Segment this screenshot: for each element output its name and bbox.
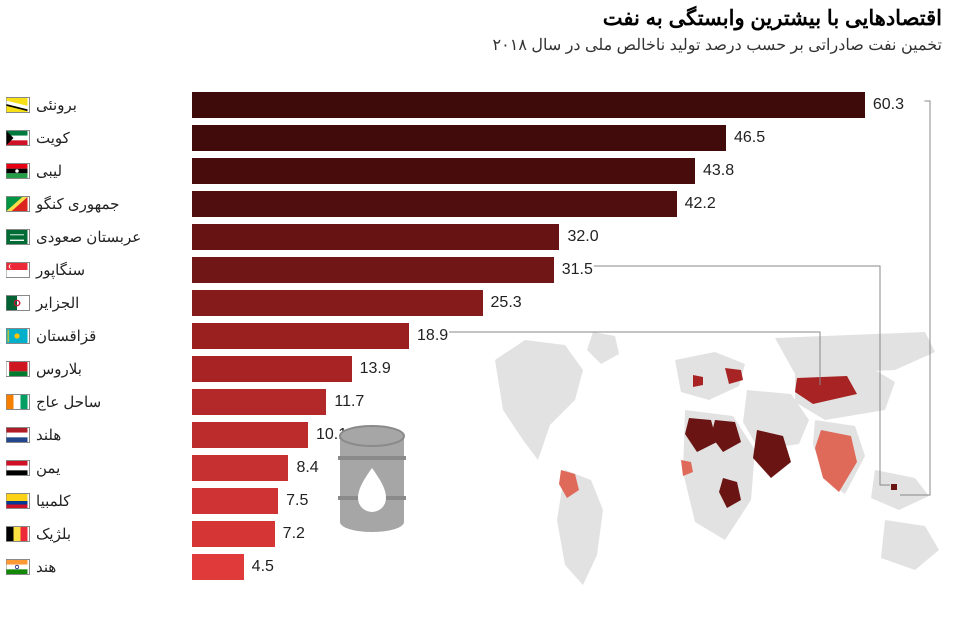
bar-track: 43.8 (192, 158, 904, 184)
chart-title: اقتصادهایی با بیشترین وابستگی به نفت (493, 6, 942, 31)
bar (192, 554, 244, 580)
flag-icon (6, 526, 30, 542)
chart-row: عربستان صعودی 32.0 (0, 220, 960, 253)
flag-icon (6, 460, 30, 476)
flag-icon (6, 328, 30, 344)
bar (192, 290, 483, 316)
bar (192, 191, 677, 217)
bar (192, 92, 865, 118)
country-label: کویت (36, 129, 70, 147)
flag-icon (6, 394, 30, 410)
row-label-area: قزاقستان (6, 327, 156, 345)
bar (192, 323, 409, 349)
country-label: جمهوری کنگو (36, 195, 119, 213)
country-label: عربستان صعودی (36, 228, 141, 246)
country-label: سنگاپور (36, 261, 85, 279)
row-label-area: بلژیک (6, 525, 156, 543)
country-label: یمن (36, 459, 60, 477)
bar-value: 7.5 (286, 492, 308, 510)
bar-value: 11.7 (334, 393, 364, 411)
bar-value: 31.5 (562, 261, 593, 279)
flag-icon (6, 196, 30, 212)
bar-track: 25.3 (192, 290, 904, 316)
row-label-area: هند (6, 558, 156, 576)
bar (192, 422, 308, 448)
row-label-area: کلمبیا (6, 492, 156, 510)
bar (192, 356, 352, 382)
bar-value: 42.2 (685, 195, 716, 213)
country-label: کلمبیا (36, 492, 70, 510)
flag-icon (6, 97, 30, 113)
country-label: لیبی (36, 162, 62, 180)
country-label: الجزایر (36, 294, 79, 312)
row-label-area: عربستان صعودی (6, 228, 156, 246)
bar-value: 25.3 (491, 294, 522, 312)
bar (192, 224, 559, 250)
chart-row: سنگاپور 31.5 (0, 253, 960, 286)
row-label-area: ساحل عاج (6, 393, 156, 411)
chart-row: جمهوری کنگو 42.2 (0, 187, 960, 220)
row-label-area: هلند (6, 426, 156, 444)
bar (192, 521, 275, 547)
flag-icon (6, 130, 30, 146)
country-label: هند (36, 558, 56, 576)
flag-icon (6, 559, 30, 575)
bar (192, 257, 554, 283)
bar-value: 60.3 (873, 96, 904, 114)
row-label-area: بلاروس (6, 360, 156, 378)
chart-row: لیبی 43.8 (0, 154, 960, 187)
country-label: هلند (36, 426, 61, 444)
bar-value: 43.8 (703, 162, 734, 180)
bar (192, 488, 278, 514)
chart-row: الجزایر 25.3 (0, 286, 960, 319)
flag-icon (6, 163, 30, 179)
chart-header: اقتصادهایی با بیشترین وابستگی به نفت تخم… (493, 6, 942, 55)
bar-track: 42.2 (192, 191, 904, 217)
bar (192, 125, 726, 151)
bar-value: 46.5 (734, 129, 765, 147)
chart-row: برونئی 60.3 (0, 88, 960, 121)
row-label-area: یمن (6, 459, 156, 477)
flag-icon (6, 361, 30, 377)
row-label-area: الجزایر (6, 294, 156, 312)
bar-track: 60.3 (192, 92, 904, 118)
bar-value: 32.0 (567, 228, 598, 246)
row-label-area: لیبی (6, 162, 156, 180)
country-label: ساحل عاج (36, 393, 101, 411)
bar-value: 13.9 (360, 360, 391, 378)
flag-icon (6, 493, 30, 509)
row-label-area: برونئی (6, 96, 156, 114)
country-label: بلژیک (36, 525, 71, 543)
bar-value: 8.4 (296, 459, 318, 477)
bar (192, 455, 288, 481)
bar-value: 4.5 (252, 558, 274, 576)
oil-barrel-icon (332, 424, 412, 534)
bar-track: 46.5 (192, 125, 904, 151)
flag-icon (6, 427, 30, 443)
chart-row: کویت 46.5 (0, 121, 960, 154)
country-label: بلاروس (36, 360, 82, 378)
bar-value: 7.2 (283, 525, 305, 543)
bar-track: 31.5 (192, 257, 904, 283)
flag-icon (6, 229, 30, 245)
chart-subtitle: تخمین نفت صادراتی بر حسب درصد تولید ناخا… (493, 35, 942, 55)
bar (192, 158, 695, 184)
flag-icon (6, 262, 30, 278)
row-label-area: کویت (6, 129, 156, 147)
bar-value: 18.9 (417, 327, 448, 345)
flag-icon (6, 295, 30, 311)
bar-track: 32.0 (192, 224, 904, 250)
row-label-area: سنگاپور (6, 261, 156, 279)
row-label-area: جمهوری کنگو (6, 195, 156, 213)
country-label: برونئی (36, 96, 77, 114)
bar (192, 389, 326, 415)
world-map (475, 320, 945, 610)
country-label: قزاقستان (36, 327, 96, 345)
